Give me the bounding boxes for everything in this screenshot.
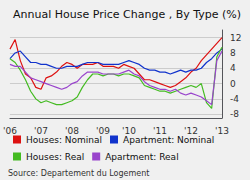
svg-text:'07: '07 xyxy=(34,125,48,136)
svg-text:-4: -4 xyxy=(230,94,239,104)
svg-text:4: 4 xyxy=(230,63,236,73)
svg-text:'12: '12 xyxy=(184,125,198,136)
svg-text:-8: -8 xyxy=(230,109,239,119)
svg-text:Apartment: Real: Apartment: Real xyxy=(105,152,178,162)
svg-text:'08: '08 xyxy=(65,125,79,136)
svg-text:0: 0 xyxy=(230,79,236,89)
svg-text:'10: '10 xyxy=(121,125,136,136)
svg-text:8: 8 xyxy=(230,48,236,58)
svg-text:'13: '13 xyxy=(215,126,229,136)
svg-text:'09: '09 xyxy=(96,125,110,136)
svg-text:'06: '06 xyxy=(3,126,17,136)
svg-text:Houses: Nominal: Houses: Nominal xyxy=(26,135,102,145)
svg-text:12: 12 xyxy=(230,33,241,43)
svg-text:Annual House Price Change , By: Annual House Price Change , By Type (%) xyxy=(13,8,241,21)
svg-text:Apartment: Nominal: Apartment: Nominal xyxy=(123,135,214,145)
svg-text:Source: Departement du Logemen: Source: Departement du Logement xyxy=(8,169,149,178)
svg-text:Houses: Real: Houses: Real xyxy=(26,152,84,162)
svg-text:'11: '11 xyxy=(153,125,167,136)
